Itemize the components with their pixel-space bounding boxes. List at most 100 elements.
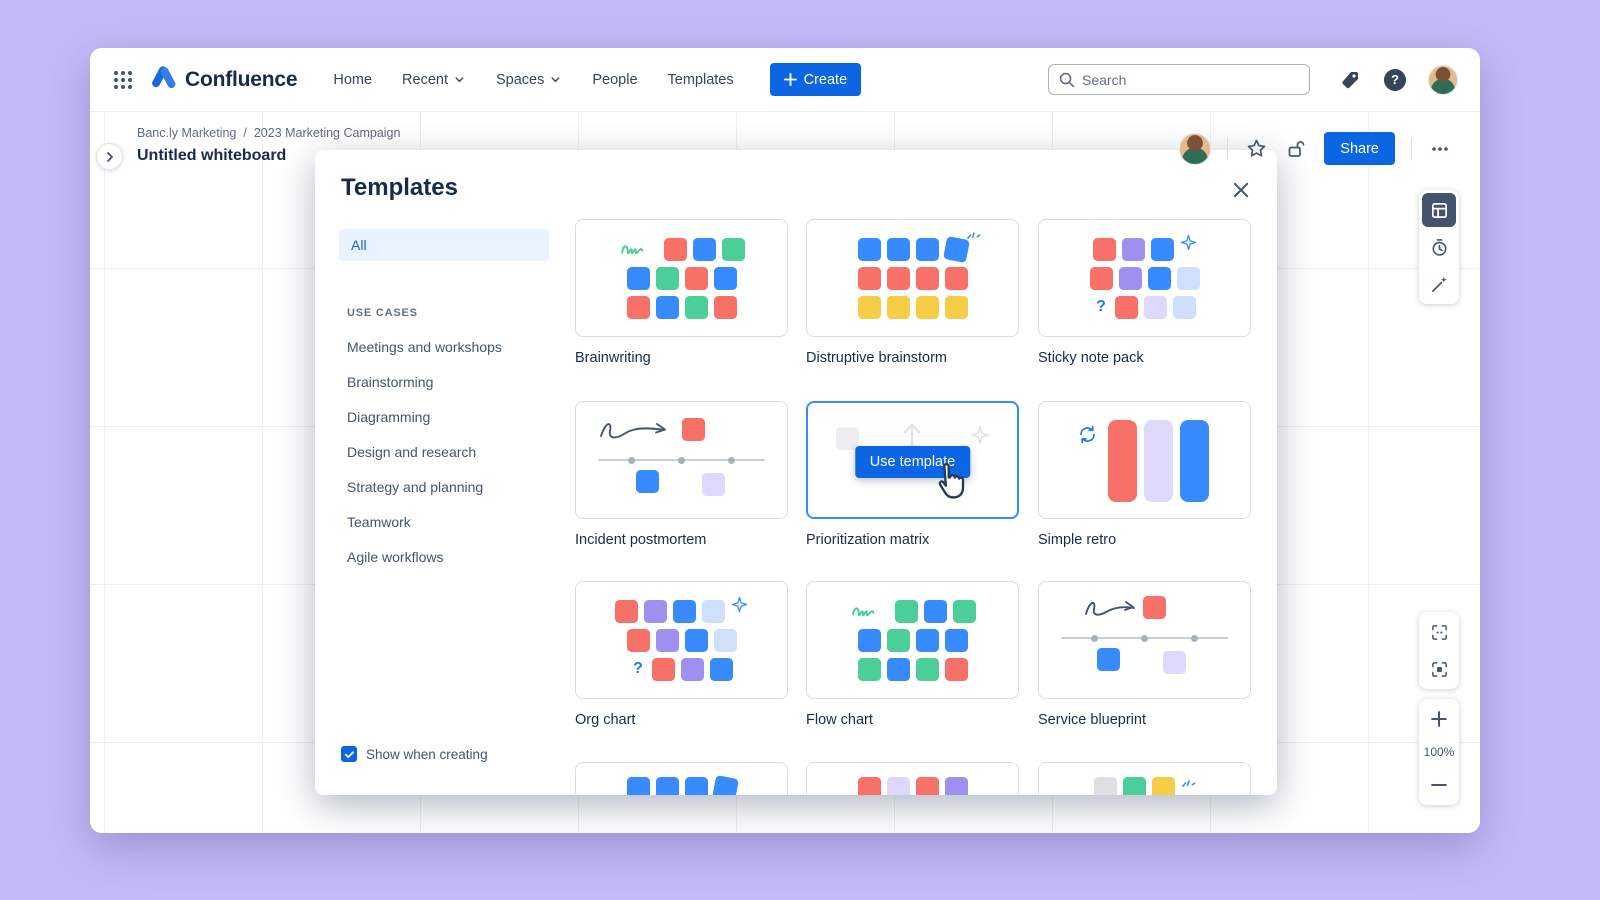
template-cell: ? Org chart bbox=[575, 581, 788, 728]
distruptive-brainstorm-thumbnail bbox=[807, 220, 1018, 336]
zoom-controls-panel: 100% bbox=[1419, 699, 1459, 805]
partial-thumbnail bbox=[576, 763, 787, 795]
nav-item-recent[interactable]: Recent bbox=[402, 72, 466, 88]
laser-pointer-icon bbox=[1431, 276, 1447, 292]
template-cell: Use template Prioritization matrix bbox=[806, 401, 1019, 548]
template-card-incident-postmortem[interactable] bbox=[575, 401, 788, 519]
ghost-star-icon bbox=[970, 425, 990, 445]
timer-button[interactable] bbox=[1422, 230, 1456, 264]
template-card-flow-chart[interactable] bbox=[806, 581, 1019, 699]
template-card-org-chart[interactable]: ? bbox=[575, 581, 788, 699]
zoom-out-button[interactable] bbox=[1422, 768, 1456, 802]
chevron-down-icon bbox=[551, 77, 560, 83]
sidebar-item-design-and-research[interactable]: Design and research bbox=[347, 444, 477, 460]
template-cell: Distruptive brainstorm bbox=[806, 219, 1019, 366]
org-chart-thumbnail: ? bbox=[576, 582, 787, 698]
sidebar-item-meetings-and-workshops[interactable]: Meetings and workshops bbox=[347, 339, 502, 355]
template-card-partial[interactable] bbox=[575, 762, 788, 795]
nav-item-people[interactable]: People bbox=[592, 71, 638, 88]
zoom-in-icon bbox=[1431, 711, 1447, 727]
sidebar-item-strategy-and-planning[interactable]: Strategy and planning bbox=[347, 479, 484, 495]
template-card-prioritization-matrix[interactable]: Use template bbox=[806, 401, 1019, 519]
search-icon bbox=[1059, 72, 1075, 88]
laser-pointer-button[interactable] bbox=[1422, 267, 1456, 301]
show-when-creating-checkbox[interactable] bbox=[341, 746, 357, 762]
sidebar-item-teamwork[interactable]: Teamwork bbox=[347, 514, 411, 530]
star-icon[interactable] bbox=[1244, 137, 1268, 161]
template-label: Simple retro bbox=[1038, 532, 1117, 548]
search-box bbox=[1048, 64, 1310, 95]
focus-frame-button[interactable] bbox=[1422, 652, 1456, 686]
nav-item-spaces[interactable]: Spaces bbox=[496, 72, 562, 88]
template-cell: Flow chart bbox=[806, 581, 1019, 728]
sidebar-item-diagramming[interactable]: Diagramming bbox=[347, 409, 431, 425]
template-card-service-blueprint[interactable] bbox=[1038, 581, 1251, 699]
template-card-partial[interactable] bbox=[806, 762, 1019, 795]
breadcrumb-space[interactable]: Banc.ly Marketing bbox=[137, 126, 237, 140]
nav-item-home[interactable]: Home bbox=[333, 71, 373, 88]
sidebar-expand-button[interactable] bbox=[96, 143, 123, 170]
template-cell: Brainwriting bbox=[575, 219, 788, 366]
partial-thumbnail bbox=[1039, 763, 1250, 795]
page-title[interactable]: Untitled whiteboard bbox=[137, 147, 287, 164]
timer-icon bbox=[1432, 238, 1446, 256]
more-options-icon[interactable] bbox=[1428, 137, 1452, 161]
template-card-sticky-note-pack[interactable]: ? bbox=[1038, 219, 1251, 337]
fit-to-screen-button[interactable] bbox=[1422, 615, 1456, 649]
template-card-brainwriting[interactable] bbox=[575, 219, 788, 337]
template-card-partial[interactable] bbox=[1038, 762, 1251, 795]
zoom-in-button[interactable] bbox=[1422, 702, 1456, 736]
template-card-simple-retro[interactable] bbox=[1038, 401, 1251, 519]
breadcrumb-page[interactable]: 2023 Marketing Campaign bbox=[253, 126, 401, 140]
template-panel-icon bbox=[1431, 202, 1447, 218]
sidebar-item-brainstorming[interactable]: Brainstorming bbox=[347, 374, 434, 390]
checkbox-label: Show when creating bbox=[366, 746, 488, 762]
use-cases-heading: USE CASES bbox=[347, 307, 418, 319]
arrow-scribble-icon bbox=[1085, 601, 1135, 616]
app-switcher-icon[interactable] bbox=[112, 69, 134, 91]
question-mark: ? bbox=[1096, 298, 1106, 315]
modal-title: Templates bbox=[341, 174, 458, 201]
search-input[interactable] bbox=[1048, 64, 1310, 95]
divider bbox=[1227, 137, 1229, 160]
confluence-logo[interactable]: Confluence bbox=[150, 66, 298, 93]
chevron-right-icon bbox=[106, 151, 113, 162]
arrow-scribble-icon bbox=[600, 423, 666, 439]
create-button[interactable]: Create bbox=[769, 63, 862, 96]
collaborator-avatar[interactable] bbox=[1179, 132, 1212, 165]
timeline-line bbox=[598, 456, 765, 464]
sidebar-item-agile-workflows[interactable]: Agile workflows bbox=[347, 549, 444, 565]
scribble-icon bbox=[621, 245, 644, 255]
focus-frame-icon bbox=[1431, 661, 1447, 677]
hand-cursor-icon bbox=[938, 462, 965, 499]
template-label: Org chart bbox=[575, 712, 636, 728]
close-button[interactable] bbox=[1227, 176, 1255, 204]
template-label: Incident postmortem bbox=[575, 532, 707, 548]
template-label: Brainwriting bbox=[575, 350, 651, 366]
template-card-distruptive-brainstorm[interactable] bbox=[806, 219, 1019, 337]
use-template-button[interactable]: Use template bbox=[854, 446, 971, 478]
modal-sidebar: All USE CASES Meetings and workshops Bra… bbox=[339, 229, 549, 575]
share-button[interactable]: Share bbox=[1324, 132, 1395, 165]
emphasis-marks-icon bbox=[966, 231, 980, 239]
brand-name: Confluence bbox=[185, 67, 298, 91]
board-header-actions: Share bbox=[1179, 132, 1452, 165]
help-icon[interactable]: ? bbox=[1384, 68, 1406, 91]
partial-thumbnail bbox=[807, 763, 1018, 795]
divider bbox=[1411, 137, 1412, 160]
templates-panel-button[interactable] bbox=[1422, 193, 1456, 227]
filter-all[interactable]: All bbox=[339, 229, 549, 261]
unlock-icon[interactable] bbox=[1284, 137, 1308, 161]
template-cell bbox=[806, 762, 1019, 795]
nav-icon-group: ? bbox=[1338, 64, 1458, 95]
tag-icon[interactable] bbox=[1338, 68, 1362, 92]
user-avatar[interactable] bbox=[1428, 64, 1458, 95]
nav-item-templates[interactable]: Templates bbox=[667, 71, 734, 88]
scribble-icon bbox=[852, 607, 875, 617]
template-label: Flow chart bbox=[806, 712, 873, 728]
template-cell: Service blueprint bbox=[1038, 581, 1251, 728]
confluence-window: Confluence Home Recent Spaces People Tem… bbox=[90, 48, 1480, 833]
check-icon bbox=[344, 750, 354, 758]
zoom-level[interactable]: 100% bbox=[1423, 745, 1455, 759]
confluence-logo-icon bbox=[152, 66, 176, 89]
